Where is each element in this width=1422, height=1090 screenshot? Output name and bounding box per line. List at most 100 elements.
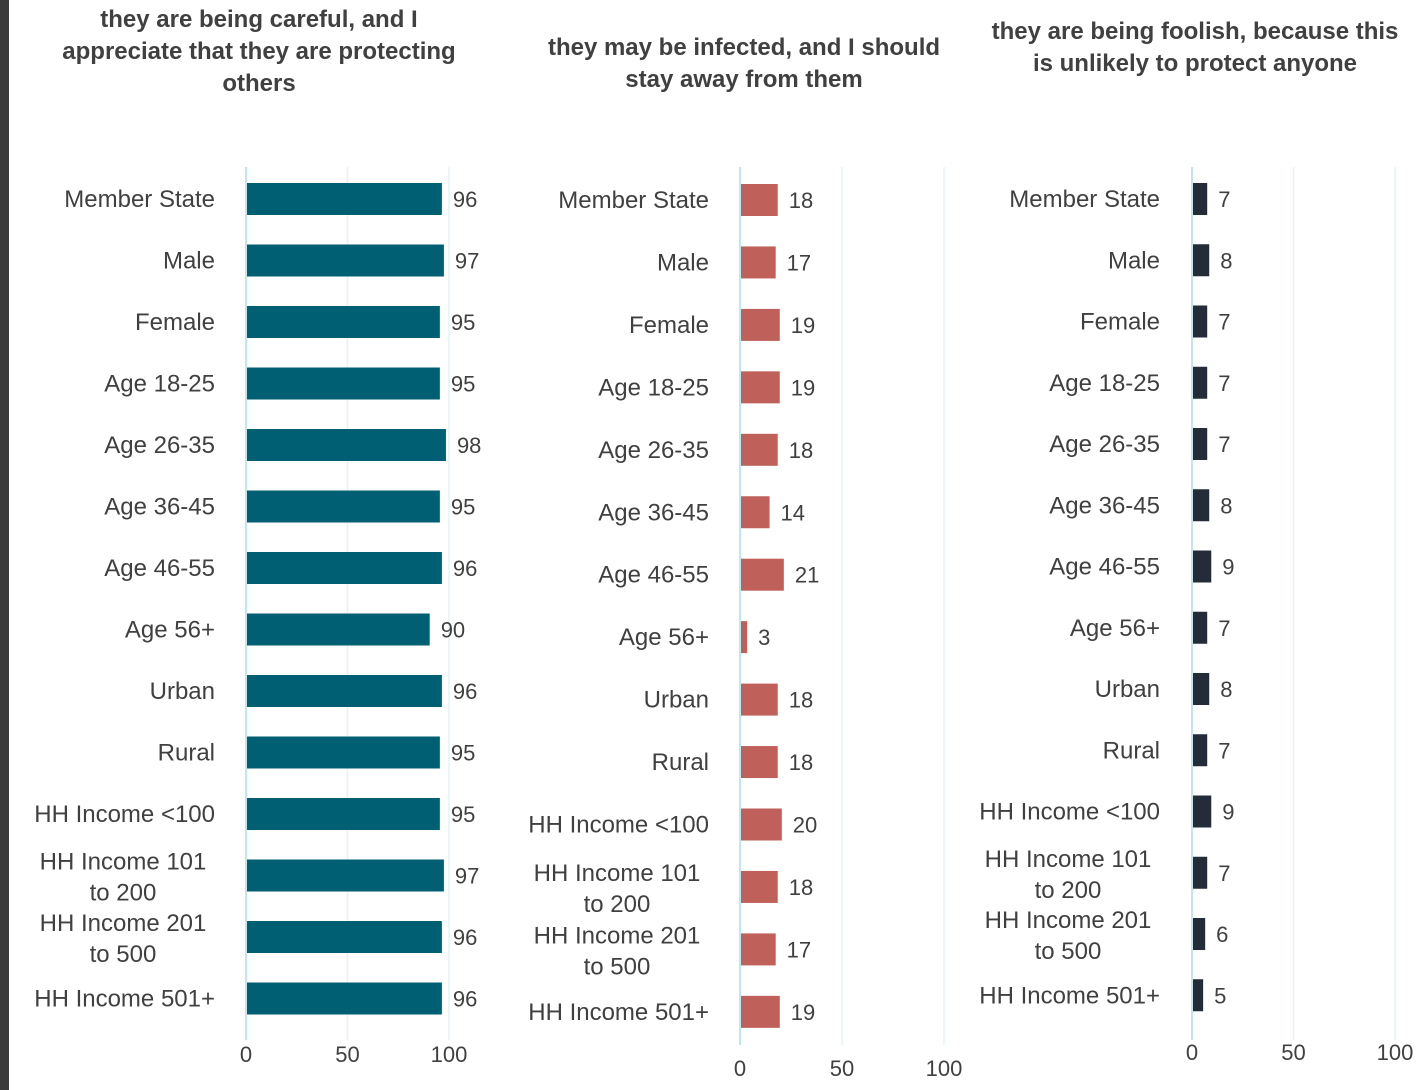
category-label: Age 56+ bbox=[125, 617, 215, 644]
bar bbox=[247, 183, 442, 215]
category-label: Age 26-35 bbox=[598, 437, 709, 464]
category-label: Urban bbox=[644, 687, 709, 714]
category-label: Age 36-45 bbox=[1049, 492, 1160, 519]
bar bbox=[247, 982, 442, 1015]
bar bbox=[741, 933, 776, 966]
data-label: 7 bbox=[1218, 187, 1230, 212]
bar bbox=[1193, 183, 1208, 215]
bar bbox=[247, 490, 440, 523]
data-label: 8 bbox=[1220, 677, 1232, 702]
bar bbox=[247, 675, 442, 707]
category-label: HH Income 101 to 200 bbox=[534, 860, 701, 918]
category-label: Female bbox=[629, 312, 709, 339]
category-label: Age 18-25 bbox=[598, 374, 709, 401]
category-label: Member State bbox=[558, 187, 709, 214]
bar bbox=[1193, 305, 1208, 338]
data-label: 20 bbox=[793, 813, 817, 838]
data-label: 19 bbox=[791, 1000, 815, 1025]
data-label: 17 bbox=[787, 937, 811, 962]
category-label: Age 56+ bbox=[619, 624, 709, 651]
data-label: 19 bbox=[791, 313, 815, 338]
bar bbox=[1193, 918, 1206, 950]
data-label: 95 bbox=[451, 802, 475, 827]
data-label: 95 bbox=[451, 741, 475, 766]
data-label: 7 bbox=[1218, 861, 1230, 886]
data-label: 9 bbox=[1222, 555, 1234, 580]
window-edge bbox=[0, 0, 9, 1090]
data-label: 7 bbox=[1218, 432, 1230, 457]
bar bbox=[741, 870, 778, 903]
data-label: 95 bbox=[451, 495, 475, 520]
bar bbox=[247, 552, 442, 584]
category-label: HH Income 101 to 200 bbox=[985, 846, 1152, 904]
data-label: 96 bbox=[453, 987, 477, 1012]
data-label: 21 bbox=[795, 563, 819, 588]
data-label: 7 bbox=[1218, 310, 1230, 335]
bar bbox=[1193, 611, 1208, 644]
data-label: 18 bbox=[789, 750, 813, 775]
category-label: Age 46-55 bbox=[1049, 554, 1160, 581]
bar bbox=[741, 808, 782, 841]
data-label: 96 bbox=[453, 187, 477, 212]
bar bbox=[741, 558, 784, 591]
category-label: Age 26-35 bbox=[1049, 431, 1160, 458]
category-label: HH Income <100 bbox=[979, 799, 1160, 826]
category-label: Age 36-45 bbox=[104, 494, 215, 521]
category-label: Age 56+ bbox=[1070, 615, 1160, 642]
chart-title-foolish: they are being foolish, because this is … bbox=[991, 18, 1399, 77]
x-tick-label: 100 bbox=[1377, 1040, 1414, 1065]
category-label: Female bbox=[135, 309, 215, 336]
bar bbox=[247, 306, 440, 338]
category-label: Rural bbox=[1103, 737, 1160, 764]
category-label: HH Income 201 to 500 bbox=[534, 922, 701, 980]
data-label: 14 bbox=[781, 500, 805, 525]
category-label: Male bbox=[163, 248, 215, 275]
bar bbox=[247, 429, 446, 461]
data-label: 18 bbox=[789, 875, 813, 900]
category-label: Age 18-25 bbox=[104, 371, 215, 398]
bar bbox=[247, 613, 430, 646]
category-label: Age 26-35 bbox=[104, 432, 215, 459]
category-label: Age 36-45 bbox=[598, 499, 709, 526]
category-label: Male bbox=[1108, 247, 1160, 274]
bar bbox=[247, 367, 440, 400]
data-label: 18 bbox=[789, 438, 813, 463]
bar bbox=[1193, 734, 1208, 767]
category-label: HH Income 501+ bbox=[528, 999, 709, 1026]
category-label: Urban bbox=[1095, 676, 1160, 703]
bar bbox=[1193, 856, 1208, 889]
data-label: 18 bbox=[789, 188, 813, 213]
data-label: 17 bbox=[787, 250, 811, 275]
data-label: 97 bbox=[455, 249, 479, 274]
bar bbox=[1193, 550, 1212, 583]
chart-title-infected: they may be infected, and I should stay … bbox=[547, 34, 941, 93]
data-label: 96 bbox=[453, 925, 477, 950]
x-tick-label: 0 bbox=[1186, 1040, 1198, 1065]
category-label: HH Income 201 to 500 bbox=[40, 910, 207, 968]
bar bbox=[1193, 489, 1210, 522]
x-tick-label: 50 bbox=[335, 1042, 359, 1067]
bar bbox=[741, 433, 778, 466]
bar bbox=[247, 736, 440, 769]
category-label: Rural bbox=[652, 749, 709, 776]
data-label: 9 bbox=[1222, 800, 1234, 825]
data-label: 8 bbox=[1220, 493, 1232, 518]
data-label: 6 bbox=[1216, 922, 1228, 947]
category-label: Member State bbox=[64, 186, 215, 213]
category-label: HH Income <100 bbox=[528, 812, 709, 839]
bar bbox=[741, 683, 778, 716]
x-tick-label: 0 bbox=[240, 1042, 252, 1067]
bar bbox=[741, 995, 780, 1028]
category-label: HH Income 501+ bbox=[34, 986, 215, 1013]
x-tick-label: 50 bbox=[830, 1056, 854, 1081]
data-label: 95 bbox=[451, 310, 475, 335]
bar bbox=[741, 246, 776, 279]
category-label: Member State bbox=[1009, 186, 1160, 213]
category-label: HH Income 201 to 500 bbox=[985, 907, 1152, 965]
data-label: 96 bbox=[453, 556, 477, 581]
bar bbox=[741, 746, 778, 779]
data-label: 7 bbox=[1218, 371, 1230, 396]
bar bbox=[247, 798, 440, 830]
category-label: Rural bbox=[158, 740, 215, 767]
